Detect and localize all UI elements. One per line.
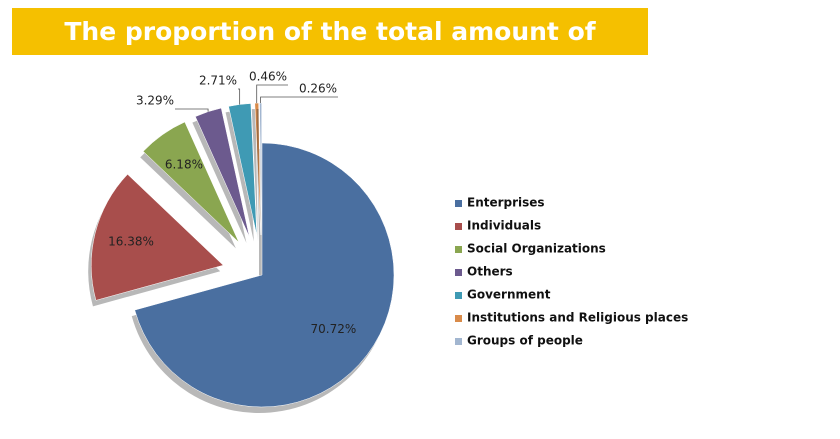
legend-swatch — [455, 200, 462, 207]
leader-line — [256, 84, 288, 104]
legend-swatch — [455, 292, 462, 299]
data-label: 2.71% — [199, 74, 237, 88]
legend-swatch — [455, 315, 462, 322]
data-label: 0.46% — [249, 70, 287, 84]
slice-shadow — [251, 109, 258, 242]
legend-label: Social Organizations — [467, 242, 606, 256]
slice — [134, 142, 395, 408]
data-label: 16.38% — [108, 235, 154, 249]
legend-label: Government — [467, 288, 551, 302]
legend-label: Individuals — [467, 219, 541, 233]
data-label: 0.26% — [299, 82, 337, 96]
legend-label: Institutions and Religious places — [467, 311, 688, 325]
legend-swatch — [455, 246, 462, 253]
slice — [228, 103, 258, 236]
leader-line — [260, 96, 338, 104]
legend-swatch — [455, 338, 462, 345]
legend-label: Enterprises — [467, 196, 545, 210]
legend-swatch — [455, 269, 462, 276]
chart-title: The proportion of the total amount of do… — [64, 17, 596, 93]
data-label: 70.72% — [311, 322, 357, 336]
legend-label: Others — [467, 265, 513, 279]
data-label: 3.29% — [136, 94, 174, 108]
leader-line — [175, 108, 209, 112]
slice — [142, 121, 240, 243]
data-label: 6.18% — [165, 157, 203, 171]
title-background — [12, 8, 648, 55]
slice-shadow — [256, 109, 259, 242]
legend-swatch — [455, 223, 462, 230]
leader-line — [238, 88, 241, 105]
slice — [90, 173, 224, 301]
legend-label: Groups of people — [467, 334, 583, 348]
slice — [254, 102, 262, 236]
slice-shadow — [192, 114, 247, 244]
